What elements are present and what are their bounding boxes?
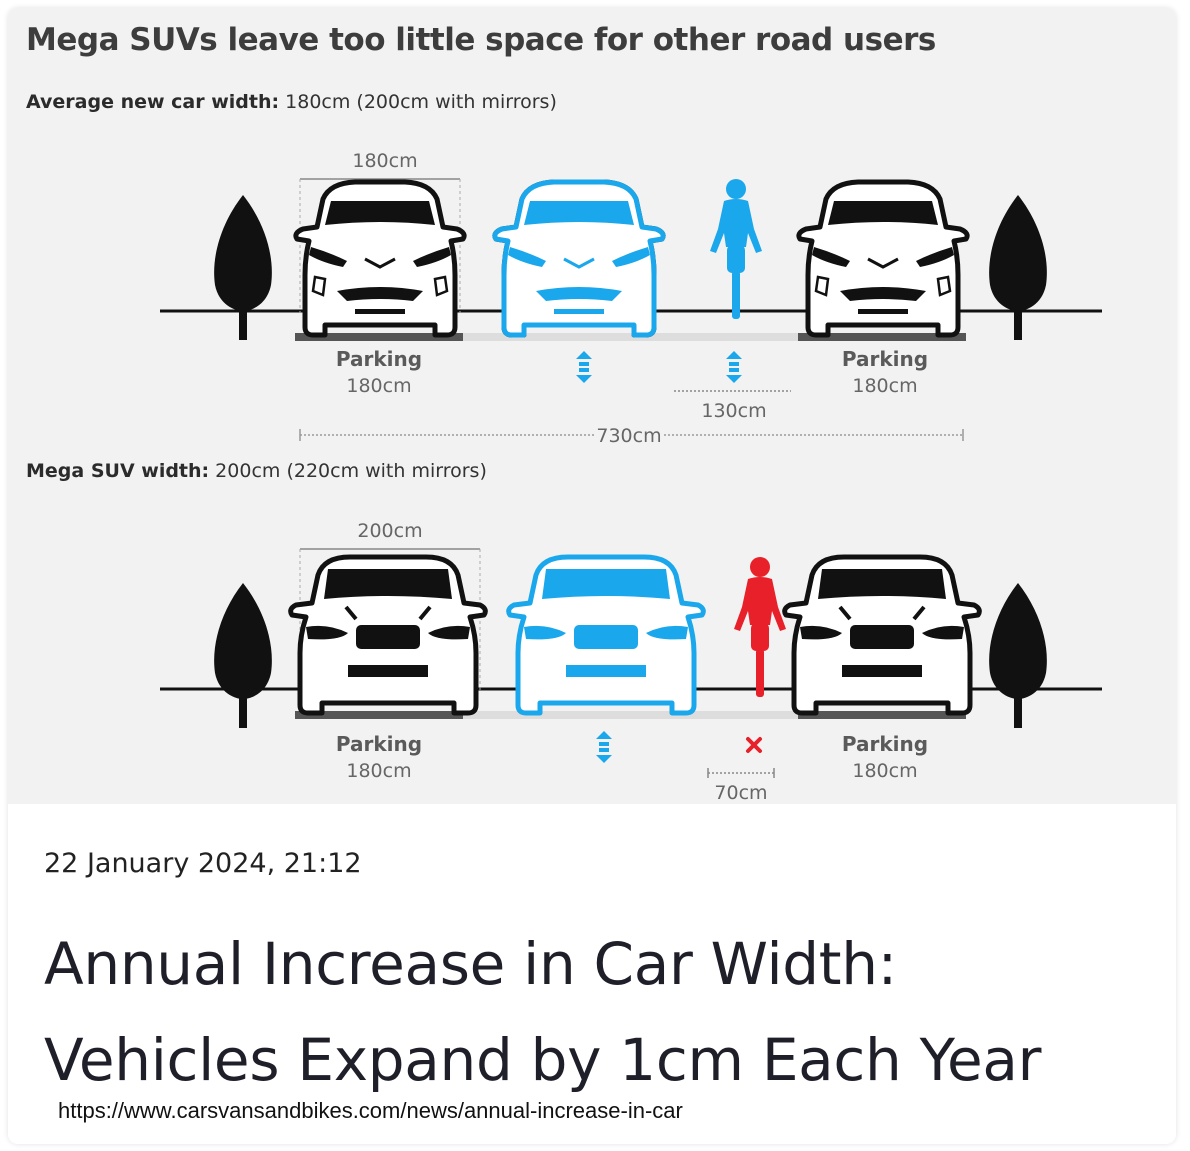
headline-line2: Vehicles Expand by 1cm Each Year <box>44 1026 1042 1094</box>
scenario1-diagram: 180cm Parking 180cm Parking <box>160 150 1102 447</box>
parking-right-width: 180cm <box>852 375 917 397</box>
moving-suv <box>506 554 706 716</box>
parking-right-width: 180cm <box>852 760 917 782</box>
tree-icon <box>989 195 1047 340</box>
total-width-label: 730cm <box>596 425 661 447</box>
scenario2-label: Mega SUV width: 200cm (220cm with mirror… <box>26 460 487 482</box>
infographic-title: Mega SUVs leave too little space for oth… <box>26 22 936 58</box>
parking-right-label: Parking <box>842 347 928 371</box>
article-url-link[interactable]: https://www.carsvansandbikes.com/news/an… <box>58 1098 683 1123</box>
scenario2-label-bold: Mega SUV width: <box>26 460 210 482</box>
article-date: 22 January 2024, 21:12 <box>44 848 362 879</box>
scenario2-diagram: 200cm Parking 180cm Parking 1 <box>160 520 1102 803</box>
tree-icon <box>214 583 272 728</box>
gap-label: 70cm <box>714 782 767 803</box>
car-front-icon <box>799 182 967 335</box>
parking-strip-right <box>798 333 966 341</box>
parking-left-label: Parking <box>336 347 422 371</box>
scenario1-label-bold: Average new car width: <box>26 91 280 113</box>
traffic-lane <box>463 333 798 341</box>
article: 22 January 2024, 21:12 Annual Increase i… <box>8 804 1176 1144</box>
parking-left-width: 180cm <box>346 760 411 782</box>
parking-left-label: Parking <box>336 732 422 756</box>
article-headline[interactable]: Annual Increase in Car Width: Vehicles E… <box>44 916 1154 1108</box>
infographic: Mega SUVs leave too little space for oth… <box>8 8 1176 804</box>
car-front-icon <box>785 557 980 713</box>
car-front-icon <box>291 557 486 713</box>
suv-width-label: 200cm <box>357 520 422 542</box>
cyclist-danger-icon <box>734 557 786 697</box>
gap-label: 130cm <box>701 400 766 422</box>
parking-right-label: Parking <box>842 732 928 756</box>
car-front-icon <box>296 182 464 335</box>
car-width-label: 180cm <box>352 150 417 172</box>
traffic-lane <box>463 711 798 719</box>
parking-strip-left <box>295 711 463 719</box>
moving-car-tint <box>492 179 666 338</box>
headline-line1: Annual Increase in Car Width: <box>44 930 897 998</box>
tree-icon <box>989 583 1047 728</box>
scenario1-label-rest: 180cm (200cm with mirrors) <box>279 91 557 113</box>
up-down-arrows-icon <box>576 351 592 383</box>
cross-icon <box>746 737 762 753</box>
news-card: Mega SUVs leave too little space for oth… <box>8 8 1176 1144</box>
up-down-arrows-icon <box>726 351 742 383</box>
parking-strip-left <box>295 333 463 341</box>
tree-icon <box>214 195 272 340</box>
up-down-arrows-icon <box>596 731 612 763</box>
scenario1-label: Average new car width: 180cm (200cm with… <box>26 91 557 113</box>
parking-strip-right <box>798 711 966 719</box>
cyclist-icon <box>710 179 762 319</box>
scenario2-label-rest: 200cm (220cm with mirrors) <box>209 460 487 482</box>
parking-left-width: 180cm <box>346 375 411 397</box>
